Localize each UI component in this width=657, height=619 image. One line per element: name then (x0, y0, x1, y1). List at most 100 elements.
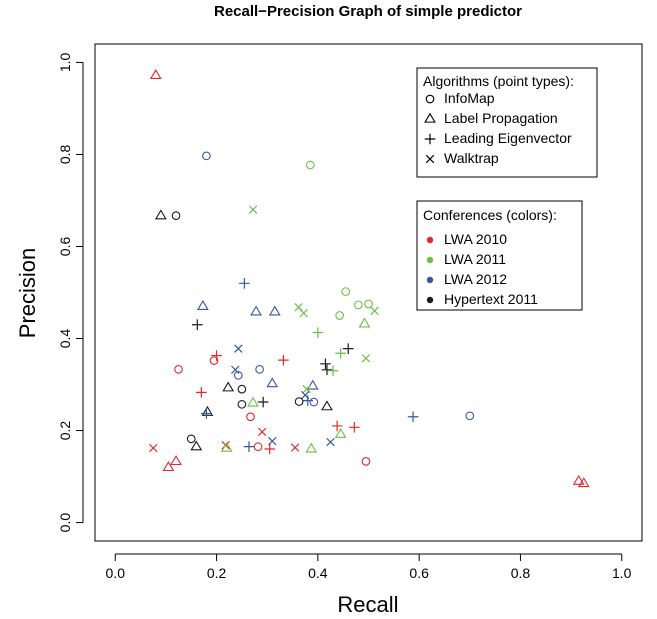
data-point (154, 209, 167, 220)
data-point (334, 427, 347, 438)
data-point (341, 287, 351, 296)
color-legend-items: LWA 2010 LWA 2011 LWA 2012 Hypertext 2011 (426, 231, 538, 307)
data-point (407, 411, 419, 423)
data-point (174, 365, 183, 374)
data-point (268, 305, 281, 316)
data-point (294, 303, 303, 312)
data-point (361, 457, 371, 466)
data-point (162, 461, 175, 472)
legend-triangle-icon (424, 112, 436, 123)
data-point (361, 354, 371, 363)
data-point (253, 442, 263, 452)
data-point (321, 364, 333, 376)
data-point (257, 427, 267, 437)
x-tick-label: 1.0 (612, 565, 632, 581)
data-point (243, 441, 255, 452)
y-tick-label: 0.2 (57, 421, 73, 441)
data-point (149, 69, 162, 79)
data-point (331, 420, 343, 432)
x-tick-label: 0.4 (308, 565, 328, 581)
data-point (577, 477, 590, 488)
data-point (190, 440, 203, 451)
shape-legend-label: Leading Eigenvector (444, 130, 572, 146)
data-point (290, 443, 300, 452)
x-tick-label: 0.0 (106, 565, 126, 581)
data-point (354, 300, 363, 310)
data-point (211, 350, 222, 361)
data-point (305, 442, 318, 453)
data-points (149, 69, 590, 488)
data-point (370, 306, 379, 316)
x-axis: 0.0 0.2 0.4 0.6 0.8 1.0 (106, 553, 632, 581)
y-tick-label: 0.8 (57, 145, 73, 165)
data-point (233, 370, 243, 380)
data-point (202, 151, 211, 161)
data-point (209, 356, 219, 365)
data-point (201, 405, 214, 416)
data-point (201, 408, 212, 419)
shape-legend-label: InfoMap (444, 90, 495, 106)
color-legend-box (416, 200, 583, 311)
data-point (231, 365, 240, 375)
shape-legend: Algorithms (point types): InfoMap Label P… (416, 67, 598, 178)
data-point (196, 387, 207, 398)
color-legend-label: LWA 2012 (444, 271, 507, 287)
shape-legend-title: Algorithms (point types): (423, 73, 574, 89)
data-point (266, 377, 279, 388)
plot-frame (94, 43, 643, 542)
y-tick-label: 0.0 (57, 513, 73, 533)
data-point (349, 422, 360, 433)
color-legend-swatch (426, 236, 434, 244)
data-point (294, 397, 304, 406)
data-point (465, 411, 475, 421)
shape-legend-box (416, 67, 598, 178)
data-point (239, 277, 250, 289)
legend-cross-icon (425, 154, 435, 164)
data-point (305, 160, 315, 170)
data-point (220, 441, 233, 452)
y-axis: 0.0 0.2 0.4 0.6 0.8 1.0 (57, 52, 84, 533)
data-point (196, 300, 209, 310)
data-point (278, 354, 289, 366)
y-tick-label: 0.6 (57, 237, 73, 257)
data-point (170, 455, 182, 466)
data-point (312, 327, 324, 338)
data-point (186, 434, 196, 444)
data-point (327, 365, 339, 377)
data-point (247, 396, 259, 407)
data-point (264, 443, 276, 455)
x-tick-label: 0.6 (409, 565, 429, 581)
data-point (246, 412, 255, 422)
shape-legend-label: Label Propagation (444, 110, 558, 126)
shape-legend-items: InfoMap Label Propagation Leading Eigenvec… (424, 90, 572, 166)
data-point (320, 358, 331, 370)
color-legend-swatch (426, 256, 434, 264)
legend-plus-icon (424, 133, 436, 145)
data-point (255, 365, 264, 374)
legend-circle-icon (425, 94, 435, 104)
data-point (237, 384, 247, 394)
y-axis-label: Precision (15, 248, 40, 338)
shape-legend-label: Walktrap (444, 150, 499, 166)
data-point (234, 344, 243, 353)
data-point (306, 379, 319, 390)
data-point (335, 311, 344, 320)
data-point (326, 437, 335, 447)
data-point (250, 305, 262, 316)
data-point (302, 395, 314, 406)
data-point (358, 317, 371, 328)
color-legend-swatch (426, 276, 434, 284)
data-point (335, 347, 346, 359)
data-point (321, 400, 333, 411)
x-tick-label: 0.8 (511, 565, 531, 581)
data-point (257, 396, 269, 408)
color-legend-label: Hypertext 2011 (444, 291, 538, 307)
x-tick-label: 0.2 (207, 565, 227, 581)
color-legend-title: Conferences (colors): (423, 207, 557, 223)
color-legend-swatch (426, 296, 434, 304)
data-point (309, 397, 319, 407)
data-point (171, 211, 181, 220)
data-point (149, 443, 158, 453)
